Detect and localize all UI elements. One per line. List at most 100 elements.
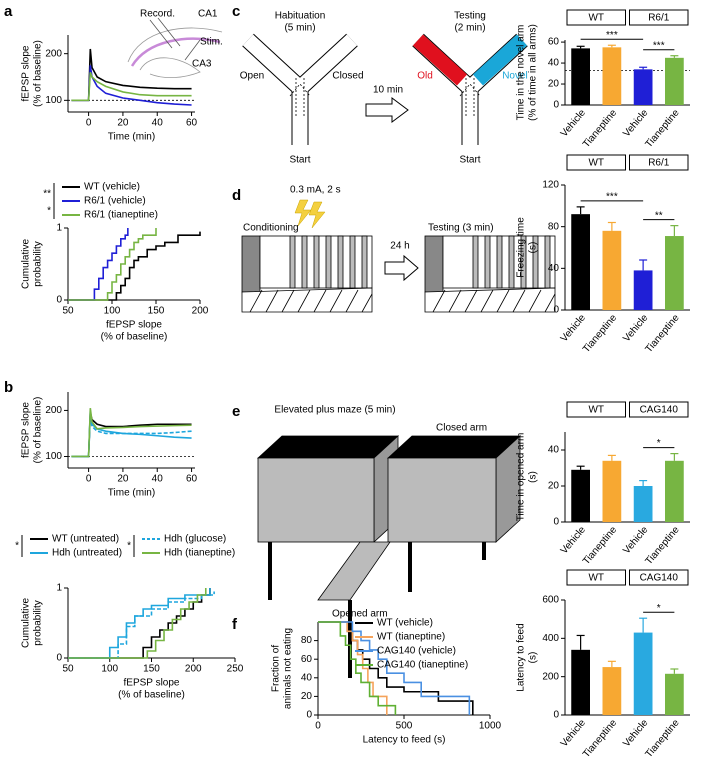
y-tick-label: 120	[542, 180, 559, 191]
group-label: R6/1	[648, 13, 670, 24]
y-tick-label: 200	[542, 671, 559, 682]
legend-label: WT (untreated)	[52, 534, 119, 545]
x-tick-label: Vehicle	[559, 312, 588, 344]
panel-label: d	[232, 187, 241, 204]
step-line	[318, 621, 397, 715]
y-tick-label: 40	[548, 445, 560, 456]
inset-label: Record.	[140, 9, 175, 20]
x-axis-label: fEPSP slope	[106, 320, 162, 331]
diagram-text: Testing (3 min)	[428, 223, 494, 234]
y-tick-label: 100	[45, 451, 62, 462]
panel-label: c	[232, 3, 240, 20]
y-tick-label: 200	[45, 48, 62, 59]
y-tick-label: 0	[553, 305, 559, 316]
significance-label: *	[47, 206, 51, 217]
y-tick-label: 400	[542, 633, 559, 644]
group-label: CAG140	[640, 573, 679, 584]
x-tick-label: Vehicle	[621, 107, 650, 139]
x-tick-label: 0	[86, 474, 92, 485]
bar	[665, 57, 684, 105]
group-label: WT	[588, 405, 604, 416]
diagram-text: 24 h	[390, 241, 409, 252]
y-tick-label: 0	[56, 295, 62, 306]
y-tick-label: 20	[548, 481, 560, 492]
y-axis-label: Cumulative	[21, 598, 32, 648]
bar	[665, 460, 684, 522]
x-axis-label: (% of baseline)	[101, 332, 168, 343]
inset-label: Stim.	[200, 37, 223, 48]
step-line	[68, 591, 215, 659]
bar	[633, 270, 653, 310]
y-tick-label: 80	[548, 221, 560, 232]
x-tick-label: Vehicle	[559, 107, 588, 139]
bar	[633, 632, 653, 715]
legend-label: Hdh (tianeptine)	[164, 548, 235, 559]
y-axis-label: (s)	[528, 242, 539, 254]
x-tick-label: 100	[104, 306, 121, 317]
y-axis-label: Freezing time	[516, 217, 527, 278]
significance-label: *	[15, 541, 19, 552]
x-tick-label: 0	[315, 721, 321, 732]
bar	[602, 460, 622, 522]
group-box	[629, 401, 689, 418]
y-tick-label: 600	[542, 595, 559, 606]
step-line	[68, 588, 207, 659]
x-tick-label: 50	[62, 664, 74, 675]
panel-label: f	[232, 616, 238, 633]
x-tick-label: 500	[396, 721, 413, 732]
legend-label: Hdh (glucose)	[164, 534, 226, 545]
y-tick-label: 20	[548, 79, 560, 90]
x-tick-label: 40	[152, 118, 164, 129]
legend-label: WT (tianeptine)	[377, 632, 445, 643]
x-tick-label: 0	[86, 118, 92, 129]
diagram-text: Start	[459, 155, 480, 166]
y-tick-label: 1	[56, 583, 62, 594]
step-line	[68, 231, 201, 301]
legend-label: CAG140 (tianeptine)	[377, 660, 468, 671]
x-tick-label: 150	[148, 306, 165, 317]
y-axis-label: fEPSP slope	[21, 402, 32, 458]
panel-label: a	[4, 3, 13, 20]
y-axis-label: Time in the novel arm	[516, 25, 527, 121]
x-axis-label: Time (min)	[108, 132, 155, 143]
x-tick-label: 1000	[479, 721, 502, 732]
y-tick-label: 200	[45, 405, 62, 416]
y-axis-label: probability	[33, 600, 44, 646]
series-line	[71, 408, 192, 458]
diagram-text: Old	[417, 71, 433, 82]
y-maze-habituation	[242, 33, 358, 145]
y-tick-label: 40	[548, 263, 560, 274]
shock-icon	[294, 199, 312, 227]
inset-label: CA1	[198, 9, 218, 20]
y-tick-label: 0	[553, 517, 559, 528]
diagram-text: 0.3 mA, 2 s	[290, 185, 341, 196]
legend-label: R6/1 (vehicle)	[84, 196, 146, 207]
x-tick-label: Vehicle	[621, 312, 650, 344]
significance-label: *	[657, 438, 661, 449]
bar	[633, 486, 653, 522]
diagram-text: (5 min)	[284, 23, 315, 34]
diagram-text: Open	[240, 71, 264, 82]
y-tick-label: 40	[548, 58, 560, 69]
bar	[571, 48, 590, 105]
x-tick-label: 250	[227, 664, 244, 675]
y-tick-label: 0	[553, 100, 559, 111]
y-tick-label: 80	[301, 635, 313, 646]
y-axis-label: Time in opened arm	[516, 433, 527, 522]
y-axis-label: (% of baseline)	[33, 40, 44, 107]
panel-label: e	[232, 403, 240, 420]
diagram-text: Testing	[454, 11, 486, 22]
y-tick-label: 0	[306, 710, 312, 721]
significance-label: **	[43, 189, 51, 200]
bar	[602, 47, 622, 105]
diagram-text: Closed	[332, 71, 363, 82]
x-tick-label: 40	[152, 474, 164, 485]
y-axis-label: (s)	[528, 471, 539, 483]
y-tick-label: 100	[45, 95, 62, 106]
diagram-text: Elevated plus maze (5 min)	[274, 405, 395, 416]
y-axis-label: fEPSP slope	[21, 45, 32, 101]
group-label: WT	[588, 573, 604, 584]
x-tick-label: 100	[101, 664, 118, 675]
significance-label: ***	[606, 192, 618, 203]
